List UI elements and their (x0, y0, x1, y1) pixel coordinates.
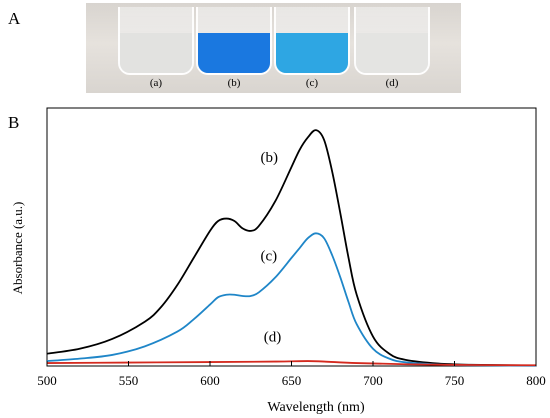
series-annotation-d: (d) (264, 329, 282, 345)
series-line-b (46, 129, 537, 367)
x-tick-label: 800 (526, 373, 546, 388)
x-tick-label: 550 (119, 373, 139, 388)
vial-b-label: (b) (227, 77, 241, 89)
x-tick-label: 700 (363, 373, 383, 388)
panel-b-letter: B (8, 113, 20, 132)
panel-a-letter: A (8, 9, 21, 28)
x-tick-label: 600 (200, 373, 220, 388)
series-line-d (46, 360, 537, 367)
y-axis-label: Absorbance (a.u.) (10, 202, 25, 295)
x-tick-label: 750 (445, 373, 465, 388)
vial-a (118, 7, 194, 75)
x-tick-label: 650 (282, 373, 302, 388)
vial-a-label: (a) (149, 77, 163, 89)
vial-d (354, 7, 430, 75)
vial-c-liquid (276, 33, 348, 73)
vial-d-label: (d) (385, 77, 399, 89)
vial-b (196, 7, 272, 75)
x-tick-label: 500 (37, 373, 57, 388)
series-annotation-c: (c) (261, 248, 278, 264)
vial-c (274, 7, 350, 75)
vial-b-liquid (198, 33, 270, 73)
vials-photo: (a) (b) (c) (d) (86, 3, 461, 93)
series-annotation-b: (b) (261, 150, 279, 166)
plot-frame (46, 107, 537, 367)
x-axis-label: Wavelength (nm) (267, 400, 365, 415)
vial-a-liquid (120, 33, 192, 73)
series-line-c (46, 232, 537, 367)
vial-d-liquid (356, 33, 428, 73)
vial-c-label: (c) (305, 77, 319, 89)
